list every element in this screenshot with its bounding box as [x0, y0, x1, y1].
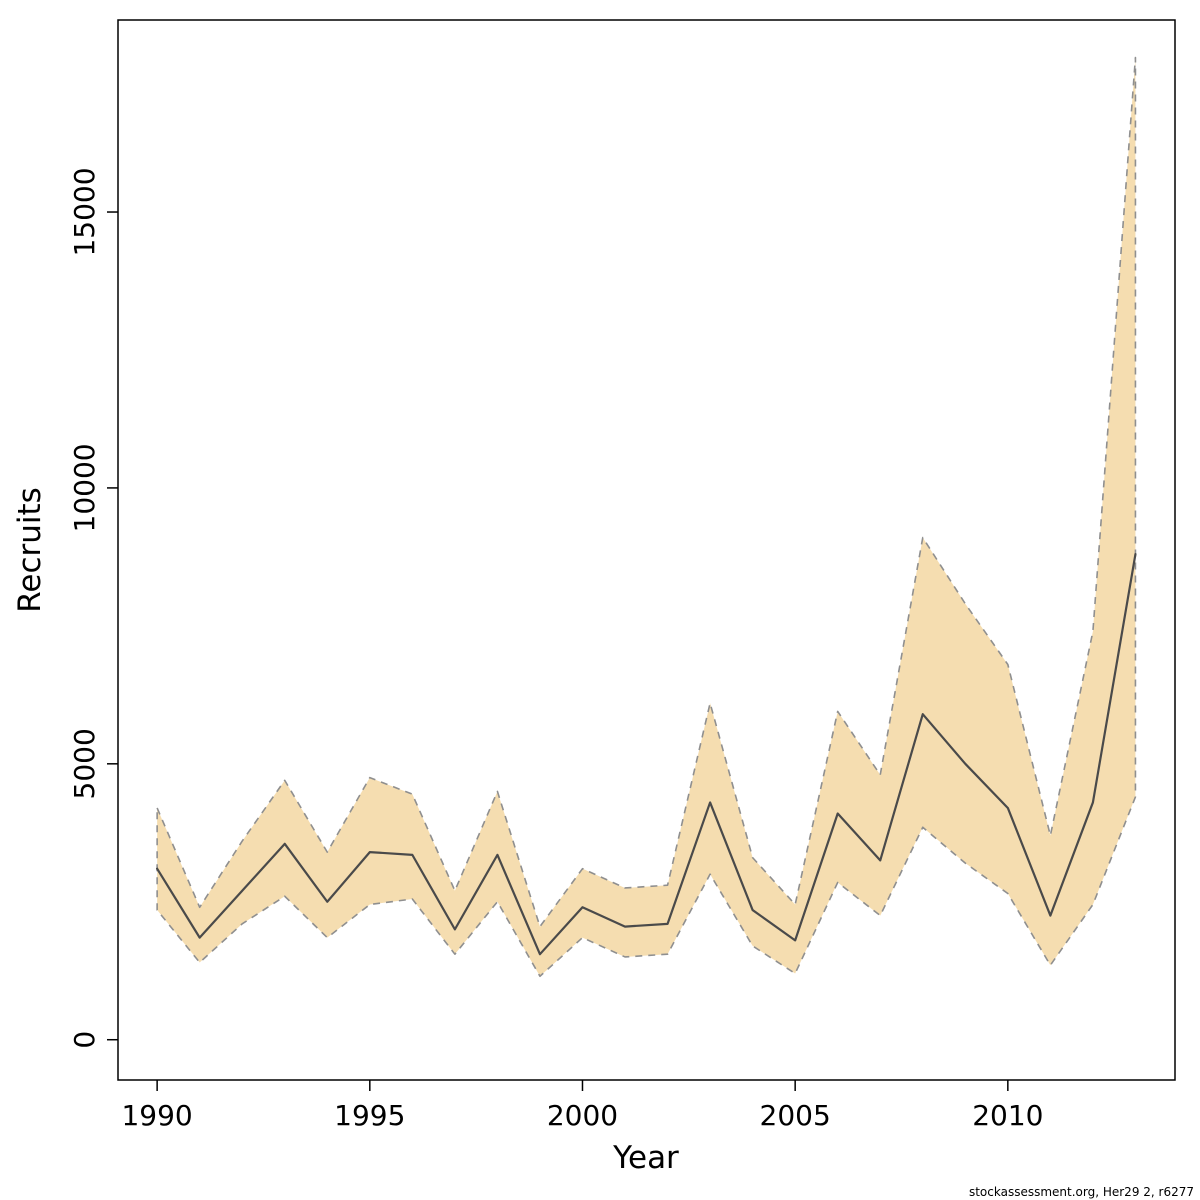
- x-tick-label: 2005: [760, 1099, 831, 1132]
- x-tick-label: 1995: [334, 1099, 405, 1132]
- plot-border: [117, 19, 1176, 1081]
- confidence-band: [156, 56, 1137, 978]
- y-axis-title: Recruits: [12, 487, 48, 613]
- x-tick-label: 2000: [547, 1099, 618, 1132]
- estimate-line: [156, 553, 1137, 956]
- x-tick-label: 2010: [972, 1099, 1043, 1132]
- plot-layer: 1990 1995 2000 2005 2010 0 5000 10000 15000: [68, 56, 1137, 1132]
- x-axis-title: Year: [612, 1140, 679, 1176]
- y-tick-label: 15000: [68, 167, 101, 256]
- watermark: stockassessment.org, Her29 2, r6277: [969, 1185, 1194, 1199]
- y-tick-label: 5000: [68, 728, 101, 799]
- y-tick-label: 0: [68, 1031, 101, 1049]
- x-tick-label: 1990: [121, 1099, 192, 1132]
- y-tick-label: 10000: [68, 443, 101, 532]
